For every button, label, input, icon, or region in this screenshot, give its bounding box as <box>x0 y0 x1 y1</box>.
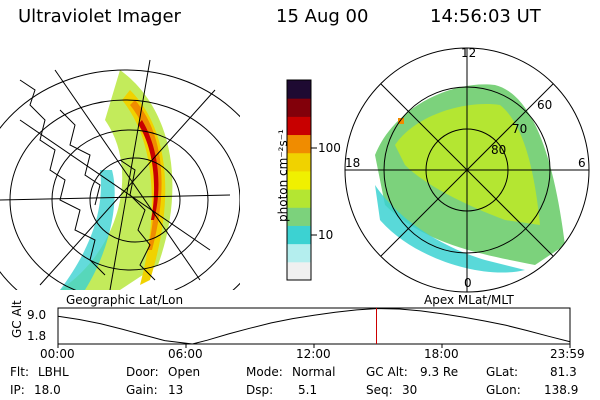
gc-alt-value: 9.3 Re <box>420 365 459 379</box>
filter-value: LBHL <box>38 365 69 379</box>
seq-label: Seq: <box>366 383 393 397</box>
dsp-label: Dsp: <box>246 383 274 397</box>
colorbar-tick-label-10: 10 <box>318 228 334 242</box>
gain-value: 13 <box>168 383 184 397</box>
mlt-label-dusk: 18 <box>345 156 361 170</box>
colorbar-stripe <box>287 189 311 208</box>
colorbar-tick-label-100: 100 <box>318 141 341 155</box>
ip-value: 18.0 <box>34 383 61 397</box>
chart-x-tick-4: 23:59 <box>550 347 585 361</box>
geographic-image-panel <box>0 59 240 290</box>
gain-label: Gain: <box>126 383 158 397</box>
colorbar-stripe <box>287 80 311 99</box>
colorbar-stripe <box>287 116 311 136</box>
altitude-series-line <box>57 307 570 345</box>
door-value: Open <box>168 365 201 379</box>
colorbar-stripe <box>287 261 311 281</box>
door-label: Door: <box>126 365 159 379</box>
mlat-label-70: 70 <box>512 122 528 136</box>
observation-time: 14:56:03 UT <box>430 6 541 27</box>
polar-emission-cyan <box>375 185 525 273</box>
geographic-panel-label: Geographic Lat/Lon <box>66 293 184 307</box>
apex-polar-panel <box>344 47 590 293</box>
colorbar-frame <box>286 79 312 281</box>
chart-y-tick-low: 1.8 <box>27 329 47 343</box>
chart-x-tick-0: 00:00 <box>40 347 75 361</box>
instrument-title: Ultraviolet Imager <box>18 6 181 27</box>
chart-y-tick-high: 9.0 <box>27 308 47 322</box>
colorbar-stripe <box>287 170 311 190</box>
mlat-label-60: 60 <box>537 98 553 112</box>
lat-lon-grid <box>0 59 240 290</box>
ip-label: IP: <box>10 383 25 397</box>
polar-grid <box>344 47 590 293</box>
mlt-label-dawn: 6 <box>578 156 586 170</box>
mlt-label-midnight: 0 <box>464 276 472 290</box>
seq-value: 30 <box>402 383 418 397</box>
dsp-value: 5.1 <box>298 383 318 397</box>
auroral-emission-max <box>138 120 159 220</box>
colorbar-unit-label: photon cm⁻²s⁻¹ <box>276 129 290 222</box>
chart-frame <box>57 307 571 345</box>
colorbar-stripe <box>287 243 311 263</box>
mlat-label-80: 80 <box>491 143 507 157</box>
orbit-altitude-chart <box>57 307 571 348</box>
chart-x-tick-1: 06:00 <box>168 347 203 361</box>
chart-x-tick-3: 18:00 <box>424 347 459 361</box>
colorbar-stripe <box>287 207 311 226</box>
polar-emission-spot <box>398 118 404 124</box>
apex-panel-label: Apex MLat/MLT <box>424 293 514 307</box>
filter-label: Flt: <box>10 365 29 379</box>
glat-label: GLat: <box>486 365 519 379</box>
mode-value: Normal <box>292 365 336 379</box>
mode-label: Mode: <box>246 365 283 379</box>
colorbar: photon cm⁻²s⁻¹ <box>276 79 317 281</box>
auroral-emission-peak <box>130 100 162 250</box>
chart-y-axis-label: GC Alt <box>10 300 24 338</box>
coastline-outline <box>19 79 156 281</box>
colorbar-stripe <box>287 134 311 154</box>
glon-value: 138.9 <box>544 383 579 397</box>
glon-label: GLon: <box>486 383 521 397</box>
gc-alt-label: GC Alt: <box>366 365 408 379</box>
auroral-emission-cyan <box>60 170 115 290</box>
chart-x-tick-2: 12:00 <box>296 347 331 361</box>
colorbar-stripe <box>287 225 311 245</box>
colorbar-stripe <box>287 152 311 172</box>
mlt-label-noon: 12 <box>461 46 477 60</box>
colorbar-stripe <box>287 98 311 117</box>
observation-date: 15 Aug 00 <box>276 6 369 27</box>
glat-value: 81.3 <box>550 365 577 379</box>
